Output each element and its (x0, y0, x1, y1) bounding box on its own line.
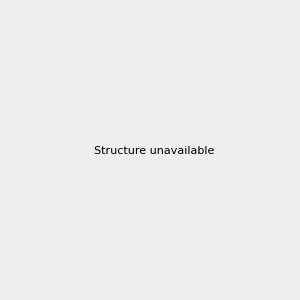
Text: Structure unavailable: Structure unavailable (94, 146, 214, 157)
